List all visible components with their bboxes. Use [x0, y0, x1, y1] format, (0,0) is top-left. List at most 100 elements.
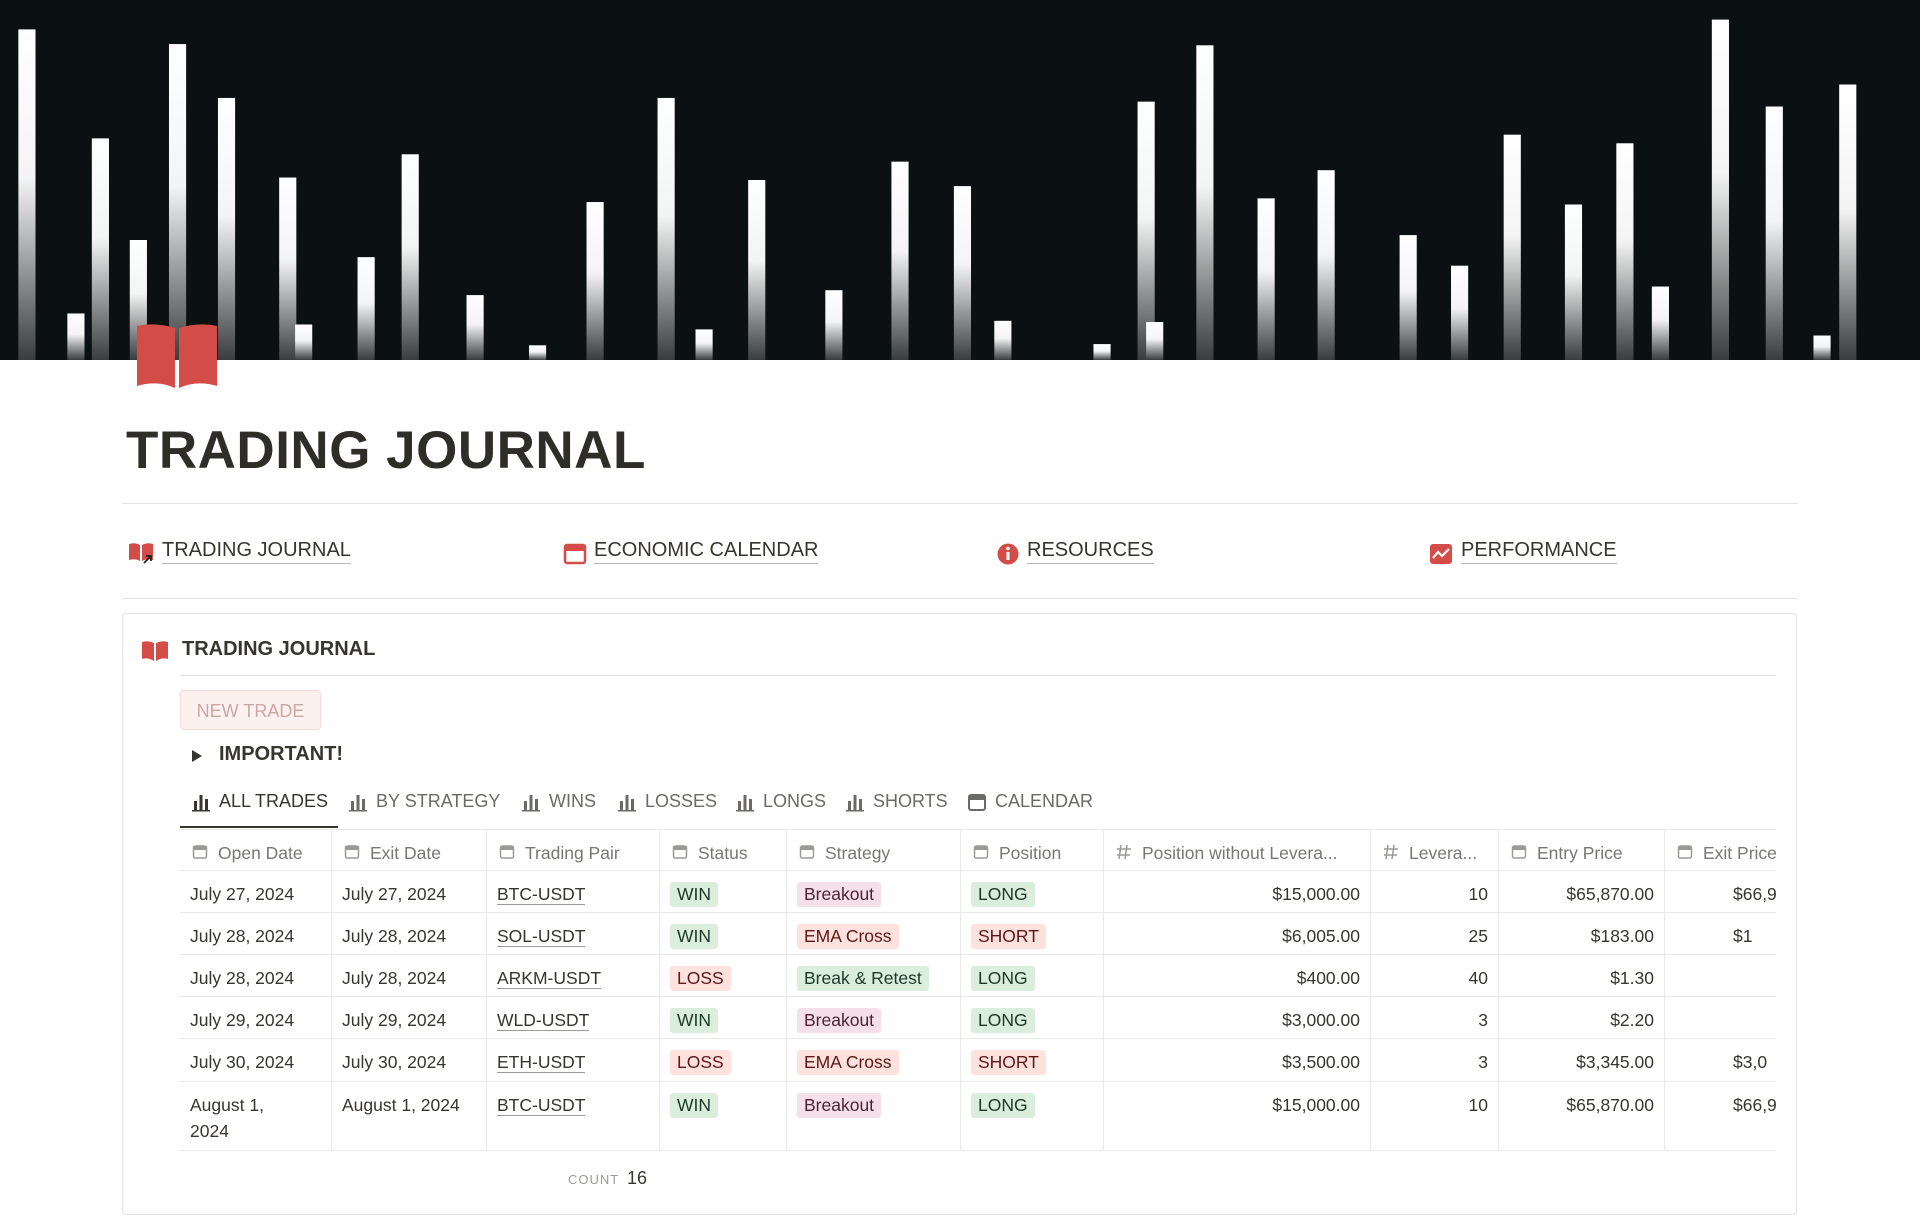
table-cell: LONG — [961, 997, 1104, 1039]
cell-text: August 1, 2024 — [342, 1095, 460, 1115]
view-tab[interactable]: WINS — [549, 791, 596, 811]
column-header: Trading Pair — [487, 829, 660, 871]
table-cell: LOSS — [660, 955, 787, 997]
table-cell: August 1, 2024 — [180, 1082, 332, 1151]
column-icon — [672, 845, 688, 859]
cell-text: $66,9 — [1733, 884, 1776, 904]
table-cell: July 30, 2024 — [180, 1039, 332, 1082]
banner-bar — [891, 161, 909, 360]
banner-bar — [1839, 84, 1857, 360]
table-cell: $65,870.00 — [1499, 871, 1665, 913]
trade-link[interactable]: ARKM-USDT — [497, 968, 602, 989]
table-cell — [1665, 997, 1776, 1039]
column-header: Levera... — [1371, 829, 1499, 871]
table-cell: SHORT — [961, 913, 1104, 955]
column-icon — [499, 845, 515, 859]
cell-text: July 28, 2024 — [342, 926, 447, 946]
view-tab[interactable]: BY STRATEGY — [376, 791, 501, 811]
cell-text: July 29, 2024 — [342, 1010, 447, 1030]
cell-text: 40 — [1468, 968, 1488, 988]
nav-link[interactable]: RESOURCES — [1027, 539, 1154, 564]
divider — [122, 598, 1798, 599]
view-tab[interactable]: LOSSES — [645, 791, 718, 811]
banner-bar — [953, 186, 972, 360]
cell-text: 3 — [1478, 1010, 1488, 1030]
tag: LONG — [971, 882, 1035, 907]
table-cell: $1.30 — [1499, 955, 1665, 997]
banner-bar — [466, 295, 484, 360]
table-cell: BTC-USDT — [487, 871, 660, 913]
cell-text: 25 — [1468, 926, 1488, 946]
banner-bar — [357, 257, 375, 360]
active-tab-underline — [180, 826, 338, 828]
view-tab[interactable]: CALENDAR — [995, 791, 1094, 811]
tag: Breakout — [797, 1008, 882, 1033]
banner-bar — [1257, 198, 1275, 360]
cell-text: July 30, 2024 — [190, 1052, 295, 1072]
table-cell: July 28, 2024 — [332, 955, 487, 997]
banner-bar — [1399, 235, 1417, 360]
table-cell: SOL-USDT — [487, 913, 660, 955]
tag: WIN — [670, 1093, 719, 1118]
count-label: COUNT — [568, 1172, 620, 1187]
view-tab[interactable]: SHORTS — [873, 791, 948, 811]
banner-bar — [1137, 101, 1155, 360]
nav-link[interactable]: TRADING JOURNAL — [162, 539, 351, 564]
cell-text: $65,870.00 — [1566, 884, 1654, 904]
trade-link[interactable]: ETH-USDT — [497, 1052, 586, 1073]
view-tab[interactable]: LONGS — [763, 791, 827, 811]
tab-icon — [522, 795, 540, 812]
banner-bar — [994, 320, 1012, 360]
column-label: Position without Levera... — [1142, 843, 1338, 863]
column-icon — [1384, 844, 1398, 860]
database-icon — [142, 641, 168, 661]
banner-bar — [748, 180, 766, 360]
table-cell: July 27, 2024 — [332, 871, 487, 913]
banner-bar — [1317, 170, 1335, 360]
table-cell: 25 — [1371, 913, 1499, 955]
column-label: Levera... — [1409, 843, 1478, 863]
trade-link[interactable]: SOL-USDT — [497, 926, 586, 947]
banner-bar — [1146, 322, 1164, 360]
nav-link[interactable]: PERFORMANCE — [1461, 539, 1617, 564]
table-cell: July 28, 2024 — [180, 913, 332, 955]
column-label: Entry Price — [1537, 843, 1623, 863]
banner-bar — [1503, 134, 1521, 360]
tag: LOSS — [670, 966, 731, 991]
new-trade-button[interactable]: NEW TRADE — [180, 690, 321, 730]
banner-bar — [168, 44, 187, 360]
tag: Breakout — [797, 1093, 882, 1118]
table-cell: WLD-USDT — [487, 997, 660, 1039]
cell-text: $3,000.00 — [1282, 1010, 1360, 1030]
toggle-heading[interactable]: IMPORTANT! — [219, 743, 344, 765]
tag: EMA Cross — [797, 924, 899, 949]
table-cell: ARKM-USDT — [487, 955, 660, 997]
banner-bar — [217, 97, 236, 360]
nav-link[interactable]: ECONOMIC CALENDAR — [594, 539, 819, 564]
cell-text: $2.20 — [1610, 1010, 1654, 1030]
view-tab[interactable]: ALL TRADES — [219, 791, 329, 811]
table-cell: July 30, 2024 — [332, 1039, 487, 1082]
tag: Break & Retest — [797, 966, 929, 991]
tag: Breakout — [797, 882, 882, 907]
banner-bar — [1813, 335, 1831, 360]
banner-bar — [1651, 286, 1669, 360]
banner-bar — [67, 313, 85, 360]
banner-bar — [1711, 19, 1729, 360]
tag: EMA Cross — [797, 1050, 899, 1075]
trade-link[interactable]: WLD-USDT — [497, 1010, 590, 1031]
column-icon — [973, 845, 989, 859]
tag: SHORT — [971, 1050, 1046, 1075]
tab-icon — [846, 795, 864, 812]
divider — [180, 675, 1776, 676]
cell-text: 3 — [1478, 1052, 1488, 1072]
banner-bar — [1196, 45, 1214, 360]
divider — [122, 503, 1798, 504]
trade-link[interactable]: BTC-USDT — [497, 884, 586, 905]
table-cell: LONG — [961, 871, 1104, 913]
column-header: Strategy — [787, 829, 961, 871]
banner-bar — [1451, 265, 1469, 360]
banner-bar — [695, 329, 713, 360]
trade-link[interactable]: BTC-USDT — [497, 1095, 586, 1116]
toggle-arrow[interactable] — [191, 749, 203, 763]
